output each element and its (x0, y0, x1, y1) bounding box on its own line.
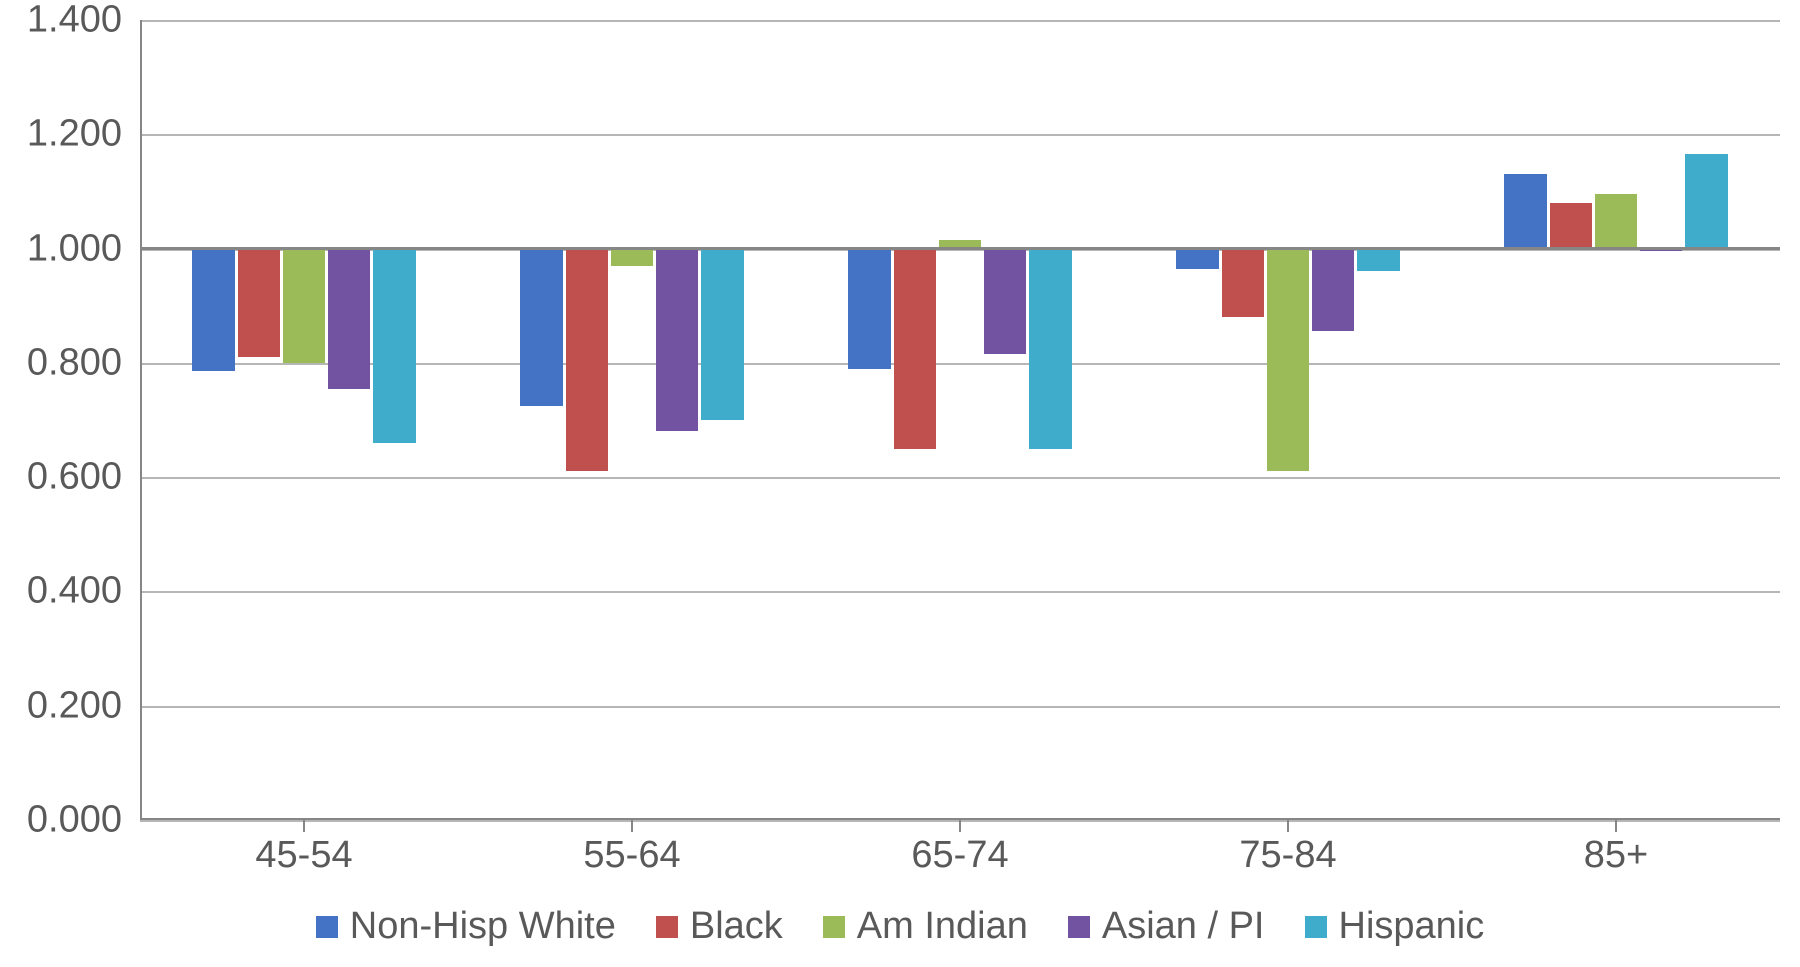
legend-swatch (1068, 916, 1090, 938)
bar (701, 249, 744, 420)
x-tick-label: 65-74 (911, 820, 1008, 877)
x-tick-label: 85+ (1584, 820, 1648, 877)
y-tick-label: 0.600 (27, 456, 140, 499)
legend-item: Black (656, 905, 783, 948)
bar (1595, 194, 1638, 248)
bar (1176, 249, 1219, 269)
bar (192, 249, 235, 372)
y-tick-label: 0.800 (27, 341, 140, 384)
x-tick-label: 45-54 (255, 820, 352, 877)
legend-item: Non-Hisp White (316, 905, 616, 948)
legend-swatch (316, 916, 338, 938)
legend-label: Non-Hisp White (350, 905, 616, 948)
bar (1504, 174, 1547, 248)
bar (656, 249, 699, 432)
bar (1685, 154, 1728, 248)
bar (1029, 249, 1072, 449)
bar (984, 249, 1027, 355)
y-tick-label: 0.400 (27, 570, 140, 613)
y-axis-line (140, 20, 142, 820)
legend: Non-Hisp White Black Am Indian Asian / PI Hi… (0, 905, 1800, 948)
y-tick-label: 0.200 (27, 684, 140, 727)
legend-swatch (1305, 916, 1327, 938)
bar (611, 249, 654, 266)
bar (1357, 249, 1400, 272)
plot-area: 0.0000.2000.4000.6000.8001.0001.2001.400… (140, 20, 1780, 820)
legend-item: Asian / PI (1068, 905, 1265, 948)
bar (373, 249, 416, 443)
y-tick-label: 1.000 (27, 227, 140, 270)
bar (894, 249, 937, 449)
bars-layer (140, 20, 1780, 820)
bar (283, 249, 326, 363)
x-tick-label: 55-64 (583, 820, 680, 877)
legend-label: Black (690, 905, 783, 948)
bar (520, 249, 563, 406)
bar (1222, 249, 1265, 318)
x-axis-baseline (140, 247, 1780, 250)
bar (328, 249, 371, 389)
legend-swatch (823, 916, 845, 938)
y-tick-label: 0.000 (27, 799, 140, 842)
legend-label: Hispanic (1339, 905, 1485, 948)
y-tick-label: 1.200 (27, 113, 140, 156)
legend-item: Hispanic (1305, 905, 1485, 948)
bar (1267, 249, 1310, 472)
plot-bottom-border (140, 818, 1780, 820)
bar (1312, 249, 1355, 332)
legend-item: Am Indian (823, 905, 1028, 948)
bar (1550, 203, 1593, 249)
legend-label: Asian / PI (1102, 905, 1265, 948)
legend-swatch (656, 916, 678, 938)
bar (238, 249, 281, 358)
grouped-bar-chart: 0.000 0.200 0.400 0.600 0.800 1.000 1.200 1.400… (0, 0, 1800, 967)
legend-label: Am Indian (857, 905, 1028, 948)
y-tick-label: 1.400 (27, 0, 140, 42)
bar (848, 249, 891, 369)
x-tick-label: 75-84 (1239, 820, 1336, 877)
bar (566, 249, 609, 472)
